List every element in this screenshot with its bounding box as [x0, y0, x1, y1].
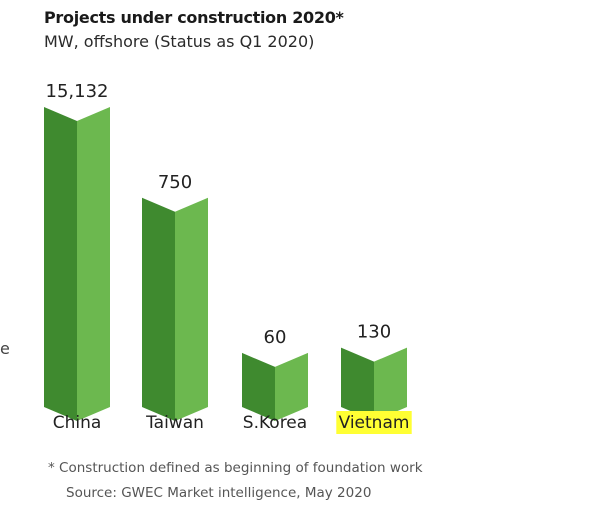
chart-title: Projects under construction 2020*: [44, 8, 344, 27]
bar-left-face: [341, 347, 374, 421]
bar-vietnam: 130 Vietnam: [336, 322, 412, 434]
source-note: Source: GWEC Market intelligence, May 20…: [66, 485, 372, 501]
bar-china: 15,132 China: [44, 81, 110, 433]
value-label: 130: [357, 322, 391, 343]
chart-subtitle: MW, offshore (Status as Q1 2020): [44, 32, 315, 51]
bar-s-korea: 60 S.Korea: [242, 327, 308, 433]
bar-right-face: [77, 107, 110, 421]
value-label: 15,132: [46, 81, 109, 102]
bar-taiwan: 750 Taiwan: [142, 172, 208, 433]
category-label: Taiwan: [145, 413, 204, 433]
value-label: 60: [264, 327, 287, 348]
category-label: China: [53, 413, 102, 433]
category-label: S.Korea: [243, 413, 307, 433]
value-label: 750: [158, 172, 192, 193]
bar-left-face: [242, 352, 275, 421]
bar-right-face: [275, 352, 308, 421]
footnote: * Construction defined as beginning of f…: [48, 460, 423, 476]
bar-left-face: [44, 107, 77, 421]
bar-right-face: [175, 197, 208, 421]
highlight-marker: [336, 411, 412, 434]
cropped-edge-text: e: [0, 339, 10, 358]
bar-right-face: [374, 347, 407, 421]
bar-left-face: [142, 197, 175, 421]
category-label: Vietnam: [339, 413, 410, 433]
